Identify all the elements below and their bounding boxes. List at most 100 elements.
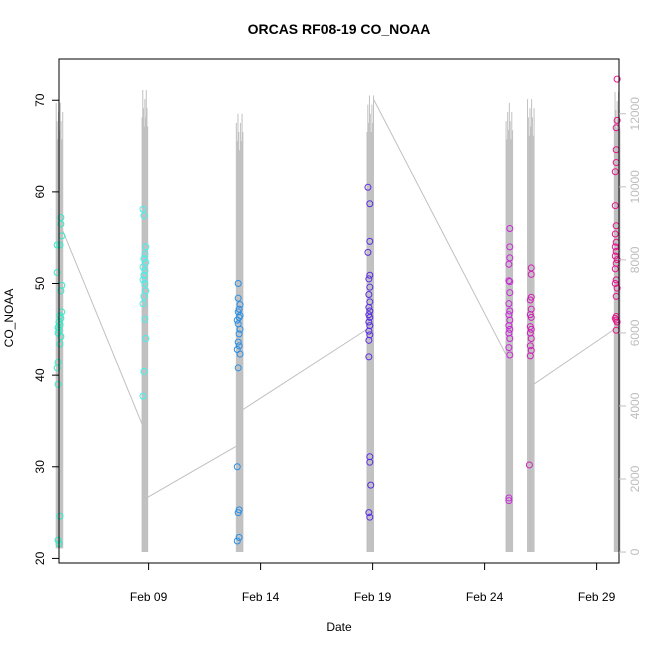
data-point [140,271,148,279]
data-point [506,334,514,342]
data-point [506,254,514,262]
data-point [57,314,65,322]
data-point [527,313,535,321]
data-point [233,537,241,545]
data-point [233,316,241,324]
data-point [235,342,243,350]
data-point [57,287,65,295]
data-point [505,260,513,268]
data-point [139,392,147,400]
data-point [611,168,619,176]
data-point [365,275,373,283]
series [525,264,535,469]
data-point [141,280,149,288]
overlay-connector [242,328,368,411]
data-point [366,313,374,321]
data-point [53,269,61,277]
data-point [364,183,372,191]
data-point [139,276,147,284]
data-point [54,536,62,544]
y-tick-label: 50 [33,277,47,291]
data-point [366,458,374,466]
data-point [142,243,150,251]
y-tick-label: 60 [33,185,47,199]
data-point [505,497,513,505]
x-tick-label: Feb 19 [354,590,392,604]
y2-tick-label: 6000 [628,319,642,346]
data-point [611,265,619,273]
data-point [56,512,64,520]
overlay-connector [147,445,237,498]
data-point [526,296,534,304]
data-point [56,340,64,348]
data-point [234,364,242,372]
data-point [139,205,147,213]
x-tick-label: Feb 09 [130,590,168,604]
data-point [57,333,65,341]
data-point [365,318,373,326]
data-point [234,509,242,517]
data-point [234,280,242,288]
data-point [140,292,148,300]
data-point [526,342,534,350]
data-point [525,461,533,469]
data-point [506,225,514,233]
y2-tick-label: 0 [628,548,642,555]
series [139,205,150,400]
data-point [365,327,373,335]
data-point [57,220,65,228]
data-point [139,300,147,308]
data-point [611,252,619,260]
data-point [613,318,621,326]
data-point [613,284,621,292]
x-tick-label: Feb 24 [466,590,504,604]
data-point [505,300,513,308]
y2-tick-label: 2000 [628,465,642,492]
data-point [365,303,373,311]
x-axis-label: Date [326,620,352,634]
data-point [366,200,374,208]
y-axis-label: CO_NOAA [2,289,16,348]
y-axis: 20 30 40 50 60 70 [33,93,59,565]
data-point [505,277,513,285]
data-point [366,271,374,279]
y-tick-label: 70 [33,93,47,107]
data-point [506,289,514,297]
data-point [611,243,619,251]
data-point [234,294,242,302]
data-point [56,241,64,249]
data-point [613,75,621,83]
data-point [236,325,244,333]
data-point [365,353,373,361]
series [505,225,514,505]
y2-tick-label: 12000 [628,97,642,131]
data-point [233,463,241,471]
data-point [234,338,242,346]
y-tick-label: 40 [33,368,47,382]
data-point [364,248,372,256]
data-point [235,330,243,338]
data-point [141,315,149,323]
chart-title: ORCAS RF08-19 CO_NOAA [248,21,431,37]
overlay-flight [141,90,149,553]
data-point [365,509,373,517]
data-points [53,75,621,548]
overlay-connector [373,98,507,356]
y2-axis: 0 2000 4000 6000 8000 10000 12000 [619,97,642,555]
x-tick-label: Feb 29 [578,590,616,604]
x-tick-label: Feb 14 [242,590,280,604]
data-point [141,250,149,258]
data-point [506,307,514,315]
data-point [506,243,514,251]
data-point [505,344,513,352]
data-point [236,350,244,358]
data-point [365,291,373,299]
y2-tick-label: 10000 [628,170,642,204]
data-point [506,351,514,359]
overlay-connector [533,328,615,385]
y-tick-label: 30 [33,460,47,474]
data-point [54,380,62,388]
data-point [611,230,619,238]
plot-frame [58,58,620,564]
data-point [366,283,374,291]
